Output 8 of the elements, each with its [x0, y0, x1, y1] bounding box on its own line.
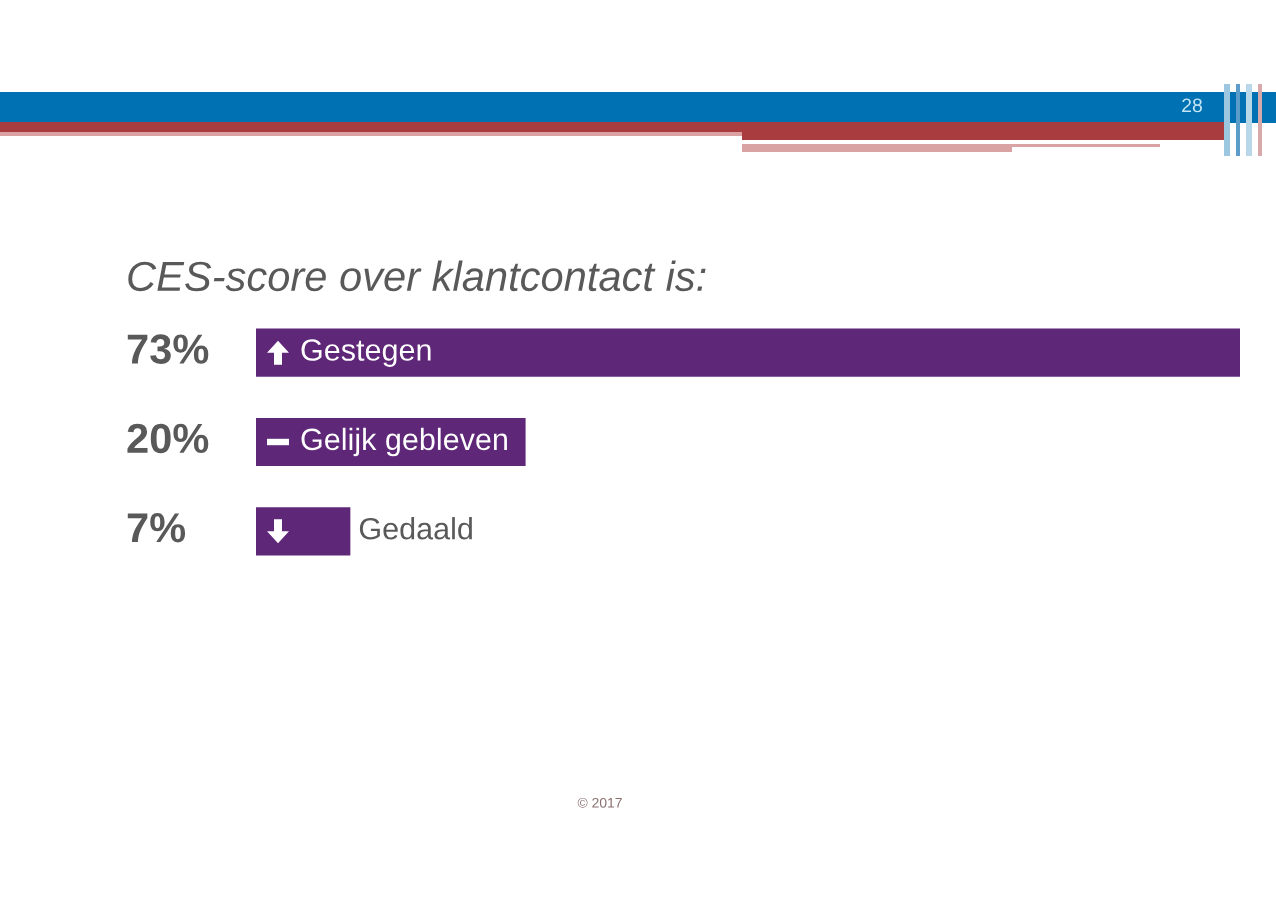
chart-title: CES-score over klantcontact is:	[128, 260, 706, 292]
data-label: 20%	[127, 423, 209, 454]
data-label: 73%	[127, 334, 209, 364]
text: 28	[1182, 98, 1202, 113]
data-label: 7%	[127, 513, 186, 543]
y-tick-label: Gedaald	[359, 517, 472, 540]
y-tick-label: Gestegen	[301, 339, 431, 367]
y-tick-label: Gelijk gebleven	[301, 427, 507, 457]
